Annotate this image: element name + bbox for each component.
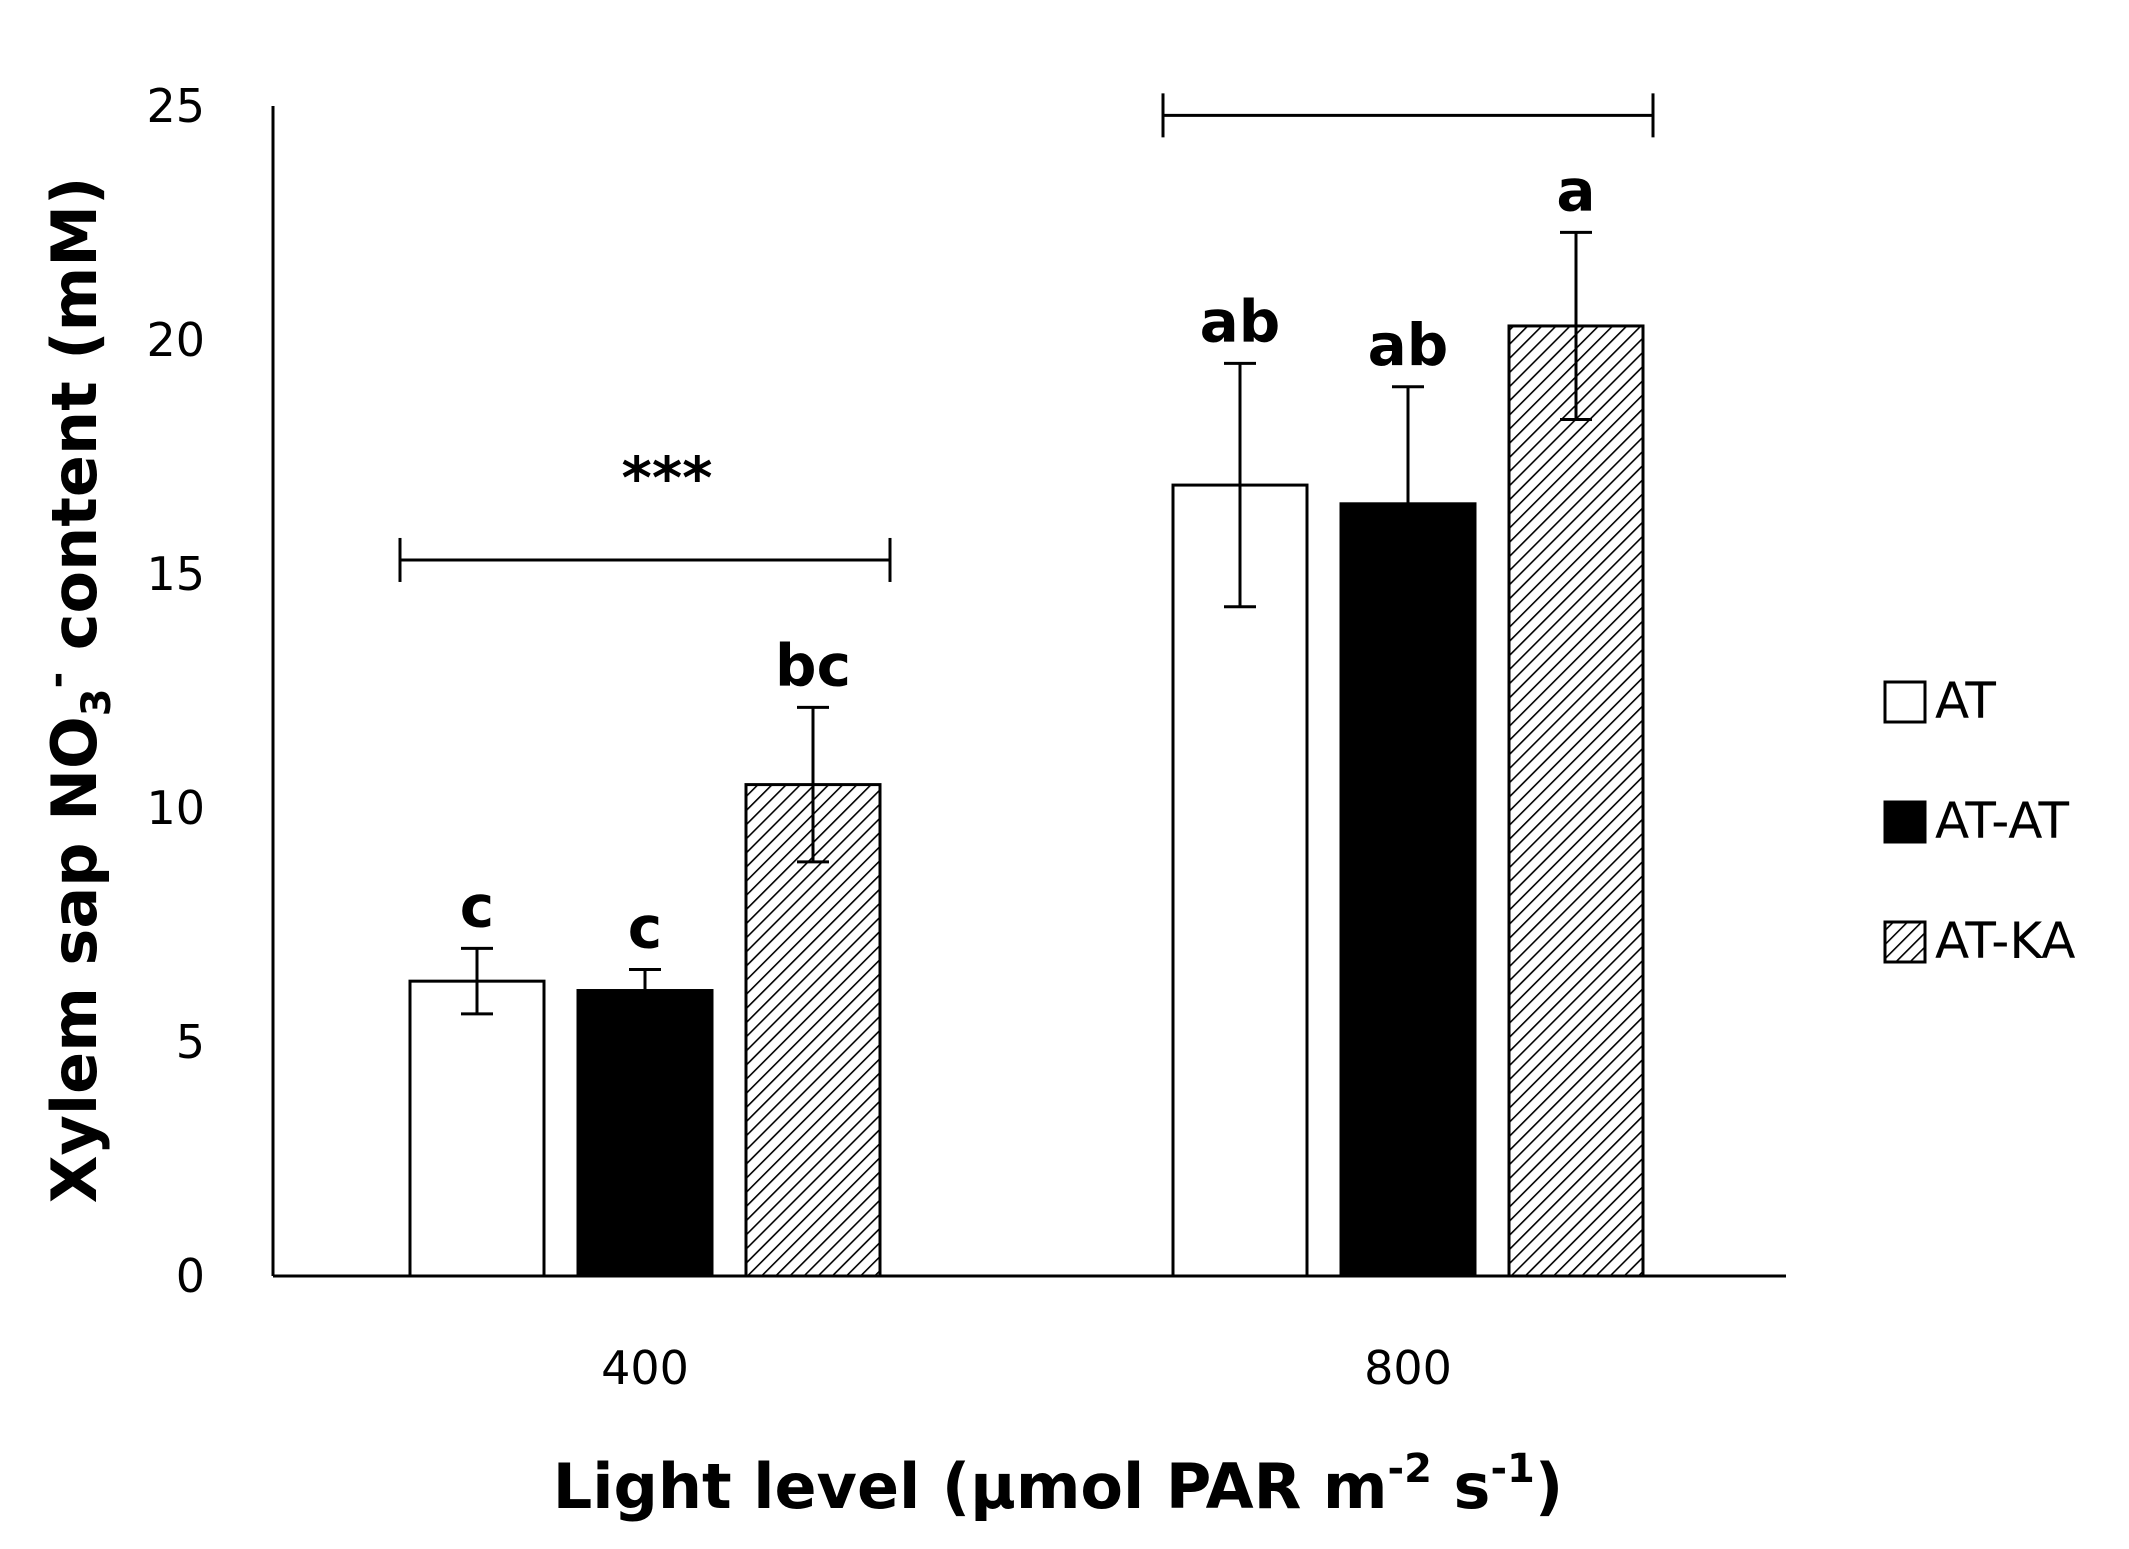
bar bbox=[576, 989, 714, 1278]
legend-swatch bbox=[1883, 800, 1927, 844]
x-axis-title: Light level (μmol PAR m-2 s-1) bbox=[553, 1446, 1563, 1523]
x-tick-label: 400 bbox=[601, 1341, 689, 1395]
y-axis-title: Xylem sap NO3- content (mM) bbox=[34, 177, 120, 1204]
x-tick-labels: 400 800 bbox=[601, 1341, 1452, 1395]
bar bbox=[1171, 483, 1309, 1278]
x-axis-title-superscript-1: -2 bbox=[1388, 1446, 1432, 1492]
y-tick-label: 20 bbox=[146, 313, 205, 367]
legend-swatch bbox=[1883, 680, 1927, 724]
y-tick-label: 10 bbox=[146, 781, 205, 835]
legend-label: AT bbox=[1935, 672, 1996, 730]
bar bbox=[1339, 502, 1477, 1278]
bars: c c bc ab ab a bbox=[408, 156, 1645, 1278]
y-tick-labels: 0 5 10 15 20 25 bbox=[146, 79, 205, 1303]
bar bbox=[744, 783, 882, 1278]
significance-letter: ab bbox=[1200, 287, 1281, 355]
y-axis-title-superscript: - bbox=[34, 672, 80, 689]
legend-label: AT-KA bbox=[1935, 912, 2075, 970]
significance-letter: bc bbox=[775, 631, 851, 699]
significance-letter: c bbox=[628, 893, 662, 961]
significance-letter: c bbox=[460, 872, 494, 940]
bar bbox=[408, 979, 546, 1278]
significance-letter: ab bbox=[1368, 311, 1449, 379]
legend: AT AT-AT AT-KA bbox=[1883, 672, 2075, 970]
significance-letter: a bbox=[1556, 156, 1595, 224]
bar bbox=[1507, 324, 1645, 1278]
x-tick-label: 800 bbox=[1364, 1341, 1452, 1395]
y-tick-label: 25 bbox=[146, 79, 205, 133]
legend-swatch bbox=[1883, 920, 1927, 964]
y-axis-title-subscript: 3 bbox=[74, 688, 120, 716]
x-axis-title-superscript-2: -1 bbox=[1490, 1446, 1534, 1492]
bracket-label: *** bbox=[622, 444, 713, 512]
y-tick-label: 5 bbox=[176, 1015, 205, 1069]
y-tick-label: 15 bbox=[146, 547, 205, 601]
significance-brackets: *** bbox=[398, 93, 1655, 582]
legend-label: AT-AT bbox=[1935, 792, 2070, 850]
y-tick-label: 0 bbox=[176, 1249, 205, 1303]
